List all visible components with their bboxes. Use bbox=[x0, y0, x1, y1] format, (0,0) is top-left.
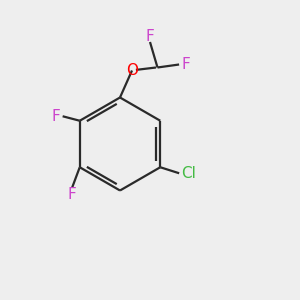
Text: F: F bbox=[68, 187, 76, 202]
Text: Cl: Cl bbox=[181, 166, 196, 181]
Text: O: O bbox=[126, 63, 138, 78]
Text: F: F bbox=[182, 57, 190, 72]
Text: F: F bbox=[146, 29, 154, 44]
Text: F: F bbox=[52, 109, 61, 124]
